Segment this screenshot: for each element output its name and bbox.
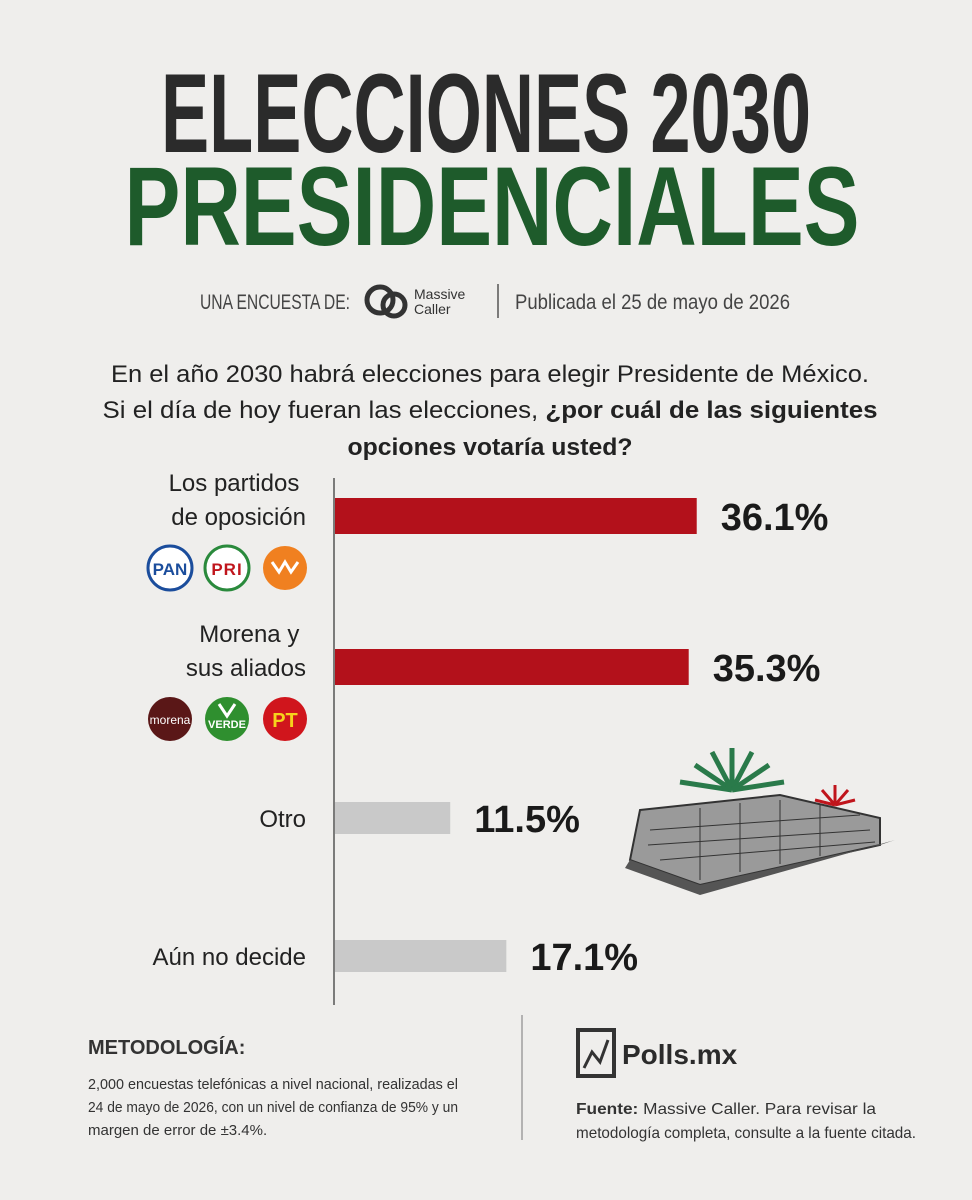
bar xyxy=(335,940,507,972)
value-label: 36.1% xyxy=(721,497,829,539)
bar xyxy=(335,649,689,685)
source-line: Fuente: Massive Caller. Para revisar la xyxy=(576,1101,876,1118)
source-text: Massive Caller. Para revisar la xyxy=(638,1101,876,1118)
bar xyxy=(335,498,697,534)
methodology-line: margen de error de ±3.4%. xyxy=(88,1122,267,1139)
logo-pt: PT xyxy=(263,697,307,741)
rays xyxy=(679,748,785,793)
bar xyxy=(335,802,451,834)
methodology-title: METODOLOGÍA: xyxy=(88,1036,245,1059)
value-label: 11.5% xyxy=(474,799,580,841)
pollster-icon xyxy=(364,284,408,319)
value-label: 35.3% xyxy=(713,648,821,690)
published-date: Publicada el 25 de mayo de 2026 xyxy=(515,291,790,314)
title-line2: PRESIDENCIALES xyxy=(125,144,860,269)
source-line: metodología completa, consulte a la fuen… xyxy=(576,1125,916,1142)
source-label: Fuente: xyxy=(576,1101,638,1118)
category-label: Los partidos de oposición xyxy=(169,470,306,531)
red-rays xyxy=(814,785,856,807)
palace-illustration xyxy=(625,748,895,895)
logo-pan: PAN xyxy=(146,544,194,592)
brand: Polls.mx xyxy=(622,1039,738,1070)
survey-by: UNA ENCUESTA DE: xyxy=(200,291,350,314)
question-regular: Si el día de hoy fueran las elecciones, xyxy=(103,397,546,424)
methodology-line: 24 de mayo de 2026, con un nivel de conf… xyxy=(88,1099,458,1116)
title-line1: ELECCIONES 2030 xyxy=(161,51,811,176)
category-line: sus aliados xyxy=(186,655,306,682)
category-line: Los partidos xyxy=(169,470,306,497)
question-line: opciones votaría usted? xyxy=(348,434,633,461)
category-line: de oposición xyxy=(171,504,306,531)
logo-text: PAN xyxy=(153,560,188,579)
logo-text: PT xyxy=(272,710,298,732)
brand-icon xyxy=(576,1028,616,1078)
logo-text: PRI xyxy=(211,560,242,579)
category-label: Aún no decide xyxy=(153,944,306,971)
question-bold: ¿por cuál de las siguientes xyxy=(545,397,877,424)
value-label: 17.1% xyxy=(530,937,638,979)
category-label: Morena y sus aliados xyxy=(186,621,306,682)
question-line: En el año 2030 habrá elecciones para ele… xyxy=(111,361,869,388)
logo-mc xyxy=(263,546,307,590)
methodology-line: 2,000 encuestas telefónicas a nivel naci… xyxy=(88,1076,458,1093)
logo-morena: morena xyxy=(148,697,192,741)
category-line: Morena y xyxy=(199,621,306,648)
logo-verde: VERDE xyxy=(205,697,249,741)
category-label: Otro xyxy=(259,806,306,833)
logo-pri: PRI xyxy=(203,544,251,592)
logo-text: VERDE xyxy=(208,719,246,731)
question-line: Si el día de hoy fueran las elecciones, … xyxy=(103,397,878,424)
pollster-name: Massive xyxy=(414,286,466,302)
pollster-name: Caller xyxy=(414,301,451,317)
logo-text: morena xyxy=(150,713,191,727)
